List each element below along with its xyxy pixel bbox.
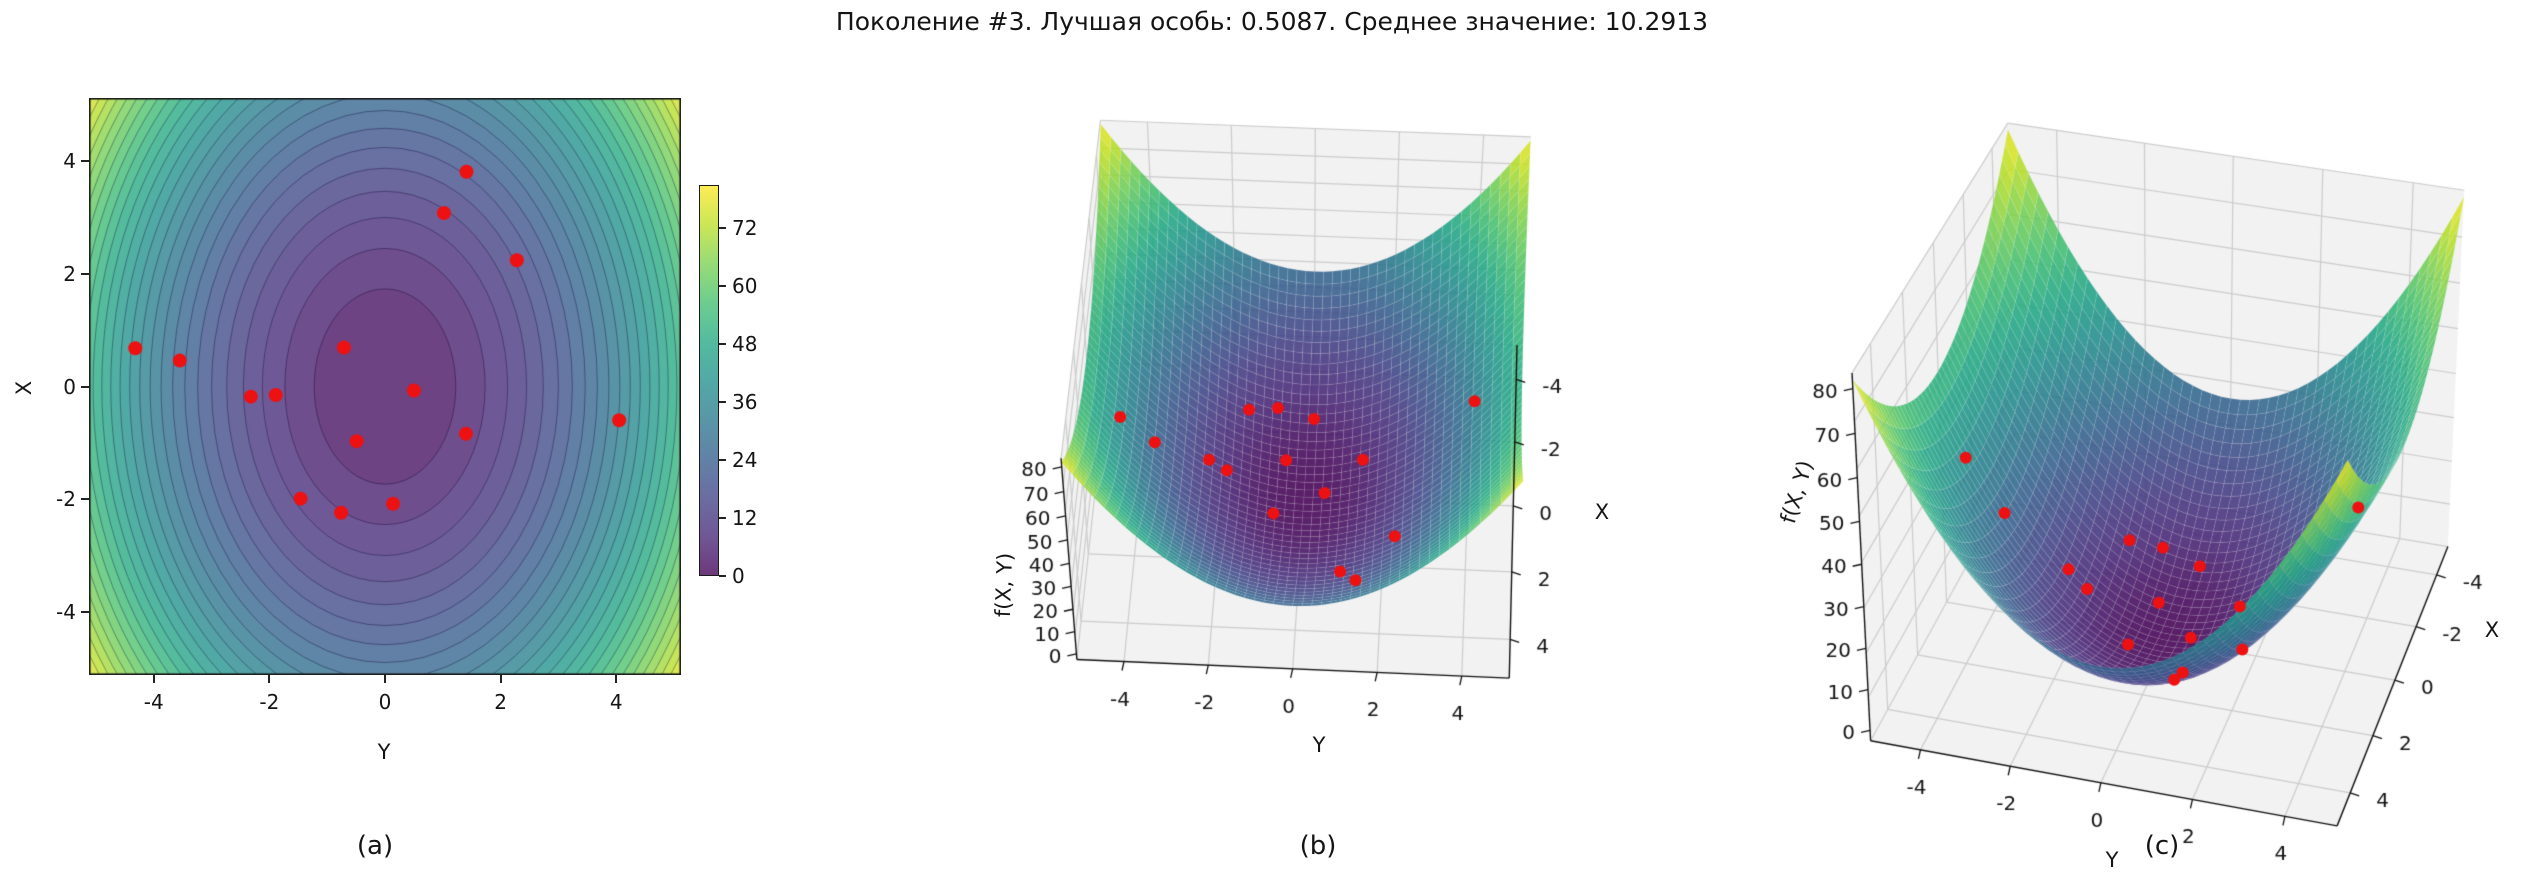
a-xtick-label: -2 [259, 690, 280, 714]
a-xtick-label: 4 [609, 690, 623, 714]
a-ylabel: X [12, 380, 36, 396]
colorbar-tick-mark [719, 343, 726, 346]
caption-a: (a) [356, 831, 394, 861]
colorbar-tick-label: 48 [732, 332, 758, 357]
surface-plot-c-canvas [1788, 25, 2544, 865]
a-xlabel: Y [377, 740, 391, 764]
caption-b: (b) [1299, 831, 1337, 861]
a-ytick-mark [81, 385, 89, 388]
colorbar-tick-mark [719, 517, 726, 520]
colorbar-tick-mark [719, 285, 726, 288]
colorbar-tick-mark [719, 459, 726, 462]
colorbar-tick-mark [719, 401, 726, 404]
colorbar-tick-mark [719, 575, 726, 577]
colorbar-tick-label: 12 [732, 506, 758, 531]
a-ytick-label: -2 [56, 487, 76, 512]
a-xtick-mark [499, 675, 502, 683]
c-xlabel: X [2484, 618, 2500, 642]
a-xtick-label: -4 [143, 690, 164, 714]
a-ytick-mark [81, 498, 89, 501]
a-ytick-label: -4 [56, 599, 76, 624]
caption-c: (c) [2144, 831, 2180, 861]
colorbar-tick-label: 36 [732, 390, 758, 415]
a-ytick-label: 0 [63, 374, 76, 399]
b-ylabel: Y [1312, 733, 1326, 757]
a-ytick-mark [81, 160, 89, 163]
colorbar-tick-label: 0 [732, 564, 745, 588]
colorbar-tick-label: 72 [732, 216, 758, 241]
a-ytick-label: 4 [63, 149, 76, 174]
colorbar-tick-mark [719, 227, 726, 230]
a-xtick-label: 0 [378, 690, 392, 714]
surface-plot-b-canvas [975, 35, 1715, 835]
a-xtick-mark [615, 675, 618, 683]
a-ytick-mark [81, 610, 89, 613]
a-xtick-mark [268, 675, 271, 683]
colorbar-tick-label: 60 [732, 274, 758, 299]
a-xtick-mark [384, 675, 386, 683]
b-zlabel: f(X, Y) [990, 552, 1018, 618]
figure-title: Поколение #3. Лучшая особь: 0.5087. Сред… [835, 7, 1709, 36]
colorbar-tick-label: 24 [732, 448, 758, 473]
a-xtick-label: 2 [494, 690, 507, 714]
b-xlabel: X [1594, 500, 1610, 524]
a-xtick-mark [152, 675, 155, 683]
contour-plot-canvas [89, 98, 681, 675]
c-ylabel: Y [2105, 848, 2119, 872]
a-ytick-mark [81, 272, 89, 275]
a-ytick-label: 2 [63, 261, 76, 286]
colorbar [699, 185, 719, 576]
